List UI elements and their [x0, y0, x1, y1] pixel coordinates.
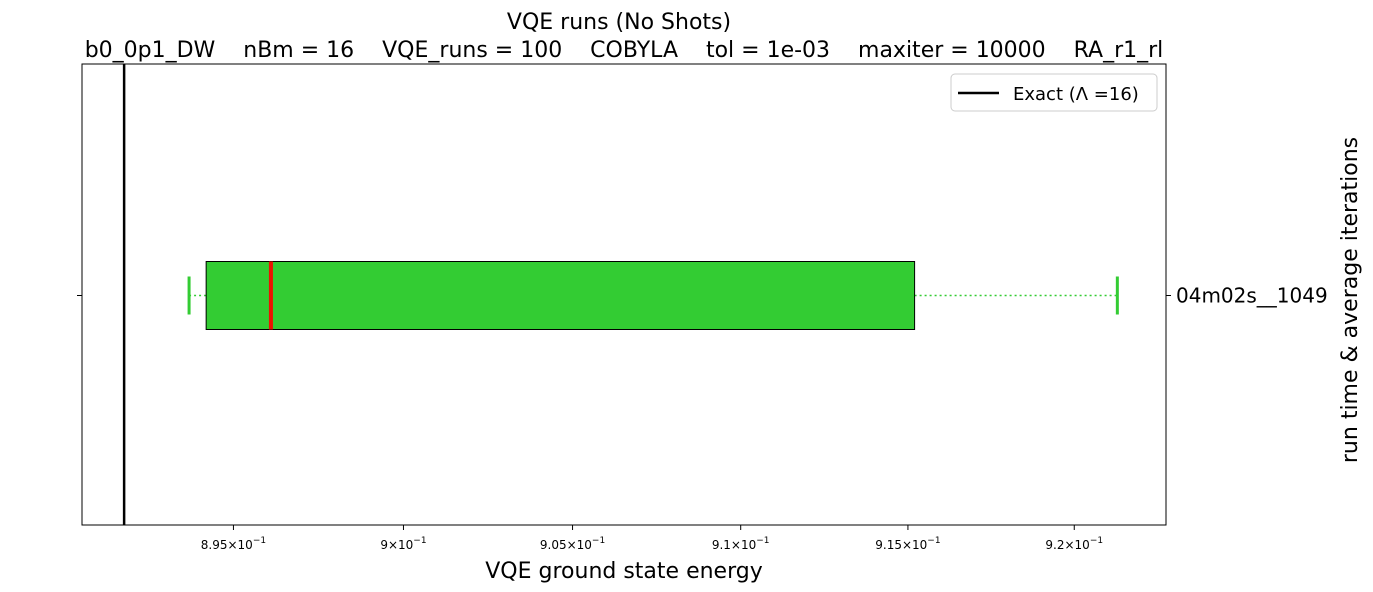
legend: Exact (Λ =16): [950, 73, 1158, 112]
chart-title: VQE runs (No Shots): [507, 10, 731, 35]
axes-frame: [81, 63, 1167, 526]
iqr-box: [205, 261, 916, 330]
legend-frame: [950, 73, 1158, 112]
y-tick-label: 04m02s__1049: [1176, 284, 1328, 308]
x-axis-label: VQE ground state energy: [485, 559, 762, 584]
x-tick-label: 9.1×10−1: [712, 536, 770, 552]
x-tick-label: 9×10−1: [380, 536, 426, 552]
x-tick-label: 9.15×10−1: [875, 536, 940, 552]
x-tick-label: 9.2×10−1: [1045, 536, 1103, 552]
plot-area: [122, 64, 1119, 525]
y-axis: 04m02s__1049: [77, 284, 1328, 308]
x-axis: 8.95×10−1 9×10−1 9.05×10−1 9.1×10−1 9.15×10−…: [201, 525, 1103, 552]
y-axis-label: run time & average iterations: [1338, 137, 1363, 463]
x-tick-label: 8.95×10−1: [201, 536, 266, 552]
legend-label-exact: Exact (Λ =16): [1013, 84, 1139, 105]
chart-subtitle: b0_0p1_DW nBm = 16 VQE_runs = 100 COBYLA…: [85, 38, 1164, 63]
x-tick-label: 9.05×10−1: [540, 536, 605, 552]
